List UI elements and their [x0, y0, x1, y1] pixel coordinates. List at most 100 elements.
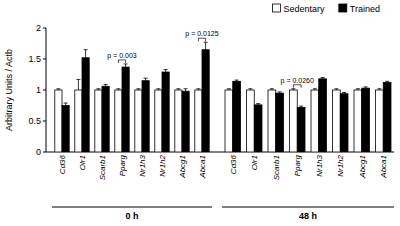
error-cap — [377, 88, 381, 89]
error-cap — [104, 84, 108, 85]
x-tick-label: Nr1h3 — [315, 154, 324, 176]
bar — [75, 90, 82, 152]
x-tick-label: Nr1h2 — [336, 154, 345, 176]
group-label: 48 h — [299, 211, 317, 221]
y-tick — [43, 90, 46, 91]
error-cap — [248, 88, 252, 89]
error-bar — [176, 89, 180, 90]
bar — [268, 90, 276, 152]
error-cap — [256, 103, 260, 104]
y-tick — [43, 121, 46, 122]
group-bracket — [52, 207, 212, 208]
significance: p = 0.0125 — [185, 30, 218, 41]
group-label: 0 h — [125, 211, 138, 221]
error-bar — [184, 89, 188, 91]
error-cap — [204, 42, 208, 43]
x-tick-label: Cd36 — [58, 154, 67, 174]
error-cap — [144, 78, 148, 79]
x-tick-label: Abcg1 — [358, 155, 367, 179]
error-cap — [116, 88, 120, 89]
error-cap — [342, 92, 346, 93]
bar — [135, 90, 142, 152]
x-tick-label: Scarb1 — [98, 155, 107, 180]
error-bar — [196, 89, 200, 90]
error-line — [85, 50, 86, 58]
bar — [162, 72, 169, 152]
y-tick — [43, 152, 46, 153]
error-cap — [385, 81, 389, 82]
error-cap — [321, 77, 325, 78]
bar — [354, 90, 362, 152]
error-bar — [291, 89, 295, 90]
error-cap — [136, 88, 140, 89]
x-tick-label: Abcg1 — [178, 155, 187, 179]
x-tick-label: Nr1h3 — [138, 154, 147, 176]
error-cap — [124, 63, 128, 64]
error-bar — [116, 89, 120, 90]
error-cap — [56, 88, 60, 89]
error-bar — [56, 89, 60, 90]
bar — [376, 90, 384, 152]
bar — [182, 91, 189, 152]
error-cap — [196, 88, 200, 89]
error-bar — [356, 89, 360, 90]
group-bracket — [222, 207, 394, 208]
x-tick-label: Olr1 — [78, 155, 87, 170]
error-bar — [76, 79, 80, 90]
error-bar — [104, 84, 108, 86]
significance: p = 0.003 — [107, 52, 136, 63]
bar — [55, 90, 62, 152]
error-bar — [235, 80, 239, 81]
significance: p = 0.0260 — [281, 77, 314, 88]
error-cap — [227, 88, 231, 89]
error-cap — [291, 88, 295, 89]
error-bar — [248, 89, 252, 90]
x-tick-label: Pparg — [293, 154, 302, 176]
bar — [155, 90, 162, 152]
error-bar — [227, 89, 231, 90]
error-bar — [278, 92, 282, 93]
bar — [102, 86, 109, 152]
legend: SedentaryTrained — [272, 4, 380, 14]
x-tick-label: Pparg — [118, 154, 127, 176]
bars — [225, 78, 391, 152]
error-bar — [321, 78, 325, 79]
error-cap — [64, 103, 68, 104]
bar — [276, 93, 284, 152]
error-cap — [334, 88, 338, 89]
y-tick-label: 1 — [36, 85, 41, 95]
error-bar — [156, 89, 160, 90]
bracket — [293, 85, 301, 88]
bar — [195, 90, 202, 152]
x-tick-label: Nr1h2 — [158, 154, 167, 176]
y-axis-label: Arbitrary Units / Actb — [4, 49, 14, 131]
x-tick-label: Scarb1 — [272, 155, 281, 180]
error-cap — [176, 88, 180, 89]
error-bar — [144, 78, 148, 80]
legend-label: Sedentary — [283, 4, 325, 14]
legend-swatch — [339, 4, 347, 12]
bar — [62, 106, 69, 153]
x-tick-label: Cd36 — [229, 154, 238, 174]
bar — [175, 90, 182, 152]
error-cap — [96, 88, 100, 89]
error-bar — [204, 42, 208, 49]
y-tick — [43, 28, 46, 29]
error-cap — [364, 86, 368, 87]
bar — [340, 94, 348, 152]
error-cap — [156, 88, 160, 89]
x-tick-label: Abca1 — [379, 155, 388, 179]
error-bar — [136, 89, 140, 90]
error-bar — [256, 104, 260, 105]
error-cap — [356, 88, 360, 89]
error-bar — [270, 89, 274, 90]
error-bar — [377, 89, 381, 90]
error-line — [205, 42, 206, 49]
bar — [233, 81, 241, 152]
bar — [95, 90, 102, 152]
y-tick — [43, 59, 46, 60]
bar — [362, 88, 370, 152]
bracket — [198, 38, 205, 41]
bar — [333, 90, 341, 152]
y-tick-label: 0.5 — [28, 116, 41, 126]
